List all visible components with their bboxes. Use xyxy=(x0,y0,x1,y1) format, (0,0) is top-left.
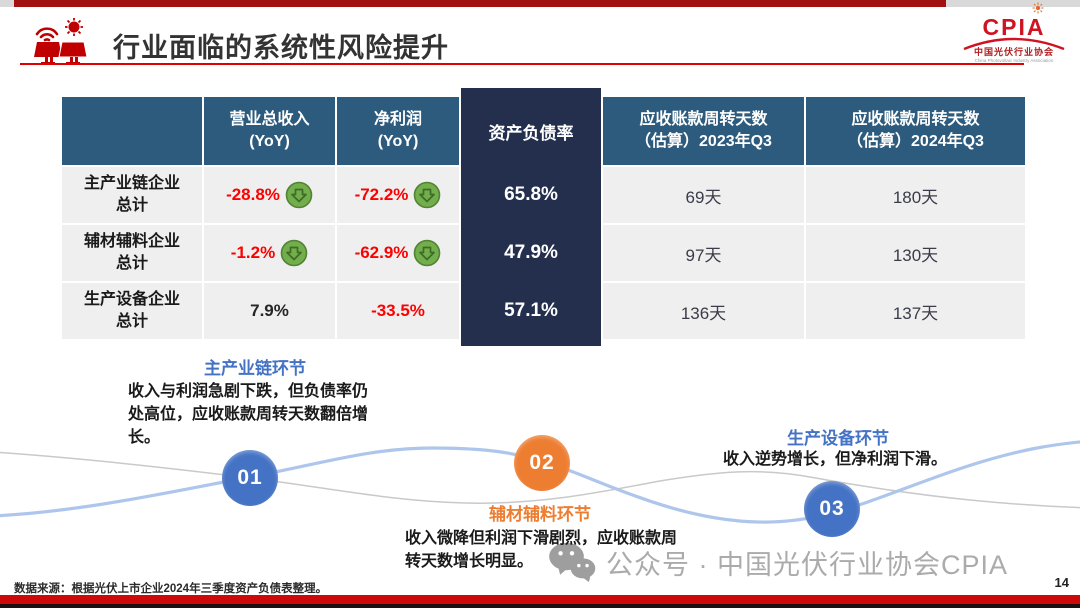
row-label: 辅材辅料企业 总计 xyxy=(62,225,202,281)
debt-ratio-highlight-column xyxy=(461,88,601,346)
solar-panels-icon xyxy=(16,10,90,71)
profit-cell: -33.5% xyxy=(337,283,459,339)
days-2023-value: 97天 xyxy=(603,225,804,281)
row-label: 主产业链企业 总计 xyxy=(62,167,202,223)
source-note: 数据来源：根据光伏上市企业2024年三季度资产负债表整理。 xyxy=(14,583,328,595)
watermark-text: 公众号 · 中国光伏行业协会CPIA xyxy=(606,549,1009,580)
col-header-empty xyxy=(62,97,202,165)
days-2024-value: 180天 xyxy=(806,167,1025,223)
trend-down-icon xyxy=(414,239,441,267)
col-header-revenue: 营业总收入 (YoY) xyxy=(204,97,335,165)
bottom-red-bar xyxy=(0,595,1080,604)
revenue-cell: -1.2% xyxy=(204,225,335,281)
revenue-cell: -28.8% xyxy=(204,167,335,223)
profit-value: -62.9% xyxy=(354,243,409,262)
cpia-logo-en: China Photovoltaic Industry Association xyxy=(974,58,1054,64)
days-2023-value: 69天 xyxy=(603,167,804,223)
title-underline xyxy=(20,63,1024,65)
revenue-value: -1.2% xyxy=(230,243,276,262)
point-desc-main-chain: 收入与利润急剧下跌，但负债率仍处高位，应收账款周转天数翻倍增长。 xyxy=(128,383,369,447)
profit-cell: -62.9% xyxy=(337,225,459,281)
top-red-bar xyxy=(14,0,946,7)
days-2024-value: 130天 xyxy=(806,225,1025,281)
row-label: 生产设备企业 总计 xyxy=(62,283,202,339)
trend-down-icon xyxy=(285,181,313,209)
debt-ratio-value: 57.1% xyxy=(504,300,558,321)
profit-value: -72.2% xyxy=(354,185,409,204)
revenue-value: -28.8% xyxy=(226,185,280,204)
sun-icon xyxy=(1032,1,1044,19)
cpia-logo: CPIA 中国光伏行业协会 China Photovoltaic Industr… xyxy=(958,2,1070,70)
step-number: 02 xyxy=(529,451,555,474)
step-circle-02: 02 xyxy=(514,435,570,491)
debt-ratio-value: 47.9% xyxy=(504,242,558,263)
col-header-days-2024: 应收账款周转天数 （估算）2024年Q3 xyxy=(806,97,1025,165)
profit-value: -33.5% xyxy=(371,301,425,320)
risk-table: 营业总收入 (YoY) 净利润 (YoY) 资产负债率 应收账款周转天数 （估算… xyxy=(62,97,1025,339)
profit-cell: -72.2% xyxy=(337,167,459,223)
page-number: 14 xyxy=(1054,575,1069,590)
step-number: 01 xyxy=(237,466,263,489)
days-2024-value: 137天 xyxy=(806,283,1025,339)
point-title-materials: 辅材辅料环节 xyxy=(489,505,591,524)
page-title: 行业面临的系统性风险提升 xyxy=(113,33,449,63)
revenue-cell: 7.9% xyxy=(204,283,335,339)
step-circle-03: 03 xyxy=(804,481,860,537)
col-header-profit: 净利润 (YoY) xyxy=(337,97,459,165)
step-number: 03 xyxy=(819,497,845,520)
days-2023-value: 136天 xyxy=(603,283,804,339)
col-header-days-2023: 应收账款周转天数 （估算）2023年Q3 xyxy=(603,97,804,165)
logo-arc xyxy=(963,37,1065,51)
trend-down-icon xyxy=(414,181,441,209)
cpia-logo-text: CPIA xyxy=(982,14,1046,40)
point-desc-materials: 收入微降但利润下滑剧烈，应收账款周转天数增长明显。 xyxy=(405,530,678,571)
point-desc-equipment: 收入逆势增长，但净利润下滑。 xyxy=(723,451,948,468)
wechat-icon xyxy=(549,542,596,583)
trend-down-icon xyxy=(280,239,308,267)
revenue-value: 7.9% xyxy=(250,301,289,320)
col-header-debt-ratio: 资产负债率 xyxy=(488,123,574,143)
point-title-main-chain: 主产业链环节 xyxy=(204,359,306,378)
debt-ratio-value: 65.8% xyxy=(504,184,558,205)
step-circle-01: 01 xyxy=(222,450,278,506)
watermark: 公众号 · 中国光伏行业协会CPIA xyxy=(548,541,1008,583)
point-title-equipment: 生产设备环节 xyxy=(787,429,889,448)
cpia-logo-cn: 中国光伏行业协会 xyxy=(973,47,1054,57)
bottom-dark-bar xyxy=(0,604,1080,608)
